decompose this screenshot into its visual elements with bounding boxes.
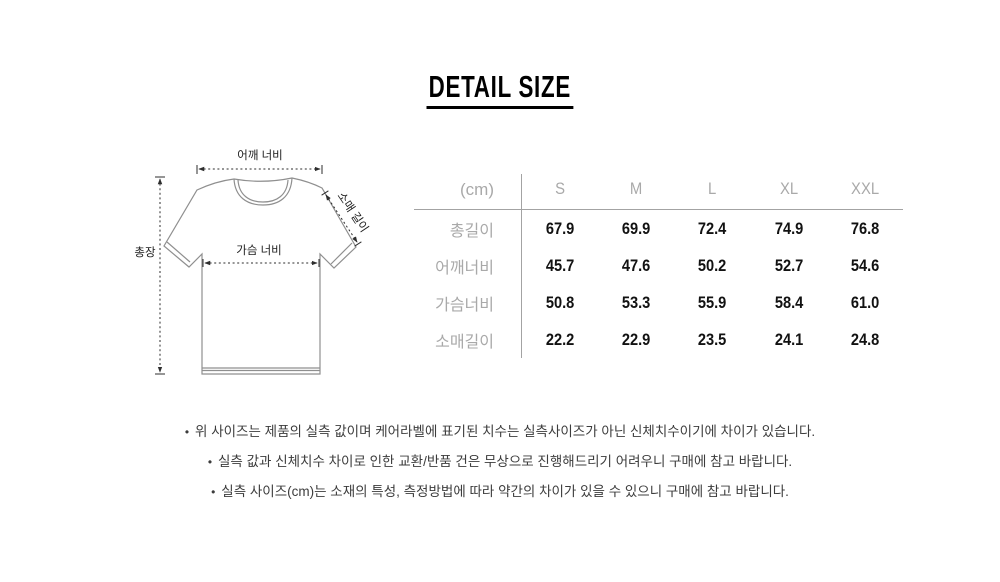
size-value-cell: 72.4: [698, 218, 727, 238]
chest-width-label: 가슴 너비: [236, 244, 282, 257]
size-value-cell: 23.5: [698, 329, 727, 349]
size-value-cell: 22.2: [545, 329, 575, 349]
bullet-icon: •: [207, 455, 213, 469]
size-value-cell: 55.9: [698, 292, 727, 312]
size-value-cell: 24.1: [774, 329, 803, 349]
table-row-chest-width: 가슴너비 50.8 53.3 55.9 58.4 61.0: [414, 284, 903, 321]
right-cuff-seam: [330, 242, 353, 265]
title-wrap: DETAIL SIZE: [0, 70, 1000, 109]
row-label: 어깨너비: [435, 259, 494, 277]
size-value-cell: 58.4: [774, 292, 803, 312]
size-value-cell: 53.3: [622, 292, 651, 312]
notes-section: • 위 사이즈는 제품의 실측 값이며 케어라벨에 표기된 치수는 실측사이즈가 …: [0, 417, 1000, 507]
note-line: • 실측 사이즈(cm)는 소재의 특성, 측정방법에 따라 약간의 차이가 있을…: [0, 477, 1000, 507]
note-text: 실측 값과 신체치수 차이로 인한 교환/반품 건은 무상으로 진행해드리기 어…: [218, 454, 793, 469]
size-value-cell: 76.8: [850, 218, 880, 238]
sleeve-measure-line: [325, 194, 358, 243]
size-value-cell: 69.9: [622, 218, 651, 238]
note-line: • 실측 값과 신체치수 차이로 인한 교환/반품 건은 무상으로 진행해드리기 …: [0, 447, 1000, 477]
size-value-cell: 50.8: [545, 292, 575, 312]
size-value-cell: 54.6: [850, 255, 880, 275]
size-value-cell: 47.6: [622, 255, 651, 275]
size-column-header-xl: XL: [779, 180, 798, 198]
size-column-header-s: S: [555, 180, 566, 198]
size-value-cell: 22.9: [622, 329, 651, 349]
table-row-shoulder-width: 어깨너비 45.7 47.6 50.2 52.7 54.6: [414, 247, 903, 284]
sleeve-tick-bottom: [354, 241, 362, 247]
size-column-header-m: M: [630, 180, 643, 198]
row-label: 총길이: [449, 222, 494, 240]
left-cuff-seam: [166, 241, 191, 263]
size-value-cell: 45.7: [545, 255, 575, 275]
bullet-icon: •: [211, 485, 216, 499]
size-value-cell: 61.0: [850, 292, 880, 312]
size-column-header-l: L: [708, 180, 717, 198]
sleeve-tick-top: [321, 190, 329, 196]
row-label: 소매길이: [435, 333, 494, 351]
size-table-header-row: (cm) S M L XL XXL: [414, 170, 903, 210]
row-label: 가슴너비: [435, 296, 494, 314]
size-value-cell: 24.8: [850, 329, 880, 349]
collar-inner-curve: [237, 179, 289, 203]
measure-annotations: [155, 165, 362, 375]
sleeve-length-label: 소매 길이: [334, 190, 370, 235]
note-text: 실측 사이즈(cm)는 소재의 특성, 측정방법에 따라 약간의 차이가 있을 …: [221, 484, 789, 499]
size-value-cell: 67.9: [545, 218, 575, 238]
tshirt-measurement-diagram: 어깨 너비 가슴 너비 총장 소매 길이: [134, 149, 371, 375]
shoulder-width-label: 어깨 너비: [237, 149, 283, 162]
size-value-cell: 74.9: [774, 218, 803, 238]
tshirt-body-outline: [163, 177, 357, 375]
table-vertical-divider: [521, 174, 522, 358]
unit-label: (cm): [460, 179, 494, 199]
note-text: 위 사이즈는 제품의 실측 값이며 케어라벨에 표기된 치수는 실측사이즈가 아…: [195, 424, 816, 439]
note-line: • 위 사이즈는 제품의 실측 값이며 케어라벨에 표기된 치수는 실측사이즈가 …: [0, 417, 1000, 447]
size-table: (cm) S M L XL XXL 총길이 67.9 69.9 72.4 74.…: [414, 170, 903, 358]
page-title: DETAIL SIZE: [426, 70, 574, 109]
total-length-label: 총장: [134, 246, 156, 259]
table-row-total-length: 총길이 67.9 69.9 72.4 74.9 76.8: [414, 210, 903, 247]
table-row-sleeve-length: 소매길이 22.2 22.9 23.5 24.1 24.8: [414, 321, 903, 358]
bullet-icon: •: [184, 425, 190, 439]
size-value-cell: 50.2: [698, 255, 727, 275]
size-column-header-xxl: XXL: [850, 180, 879, 198]
collar-outer-curve: [233, 177, 293, 206]
size-value-cell: 52.7: [774, 255, 803, 275]
tshirt-outline: [163, 177, 357, 375]
